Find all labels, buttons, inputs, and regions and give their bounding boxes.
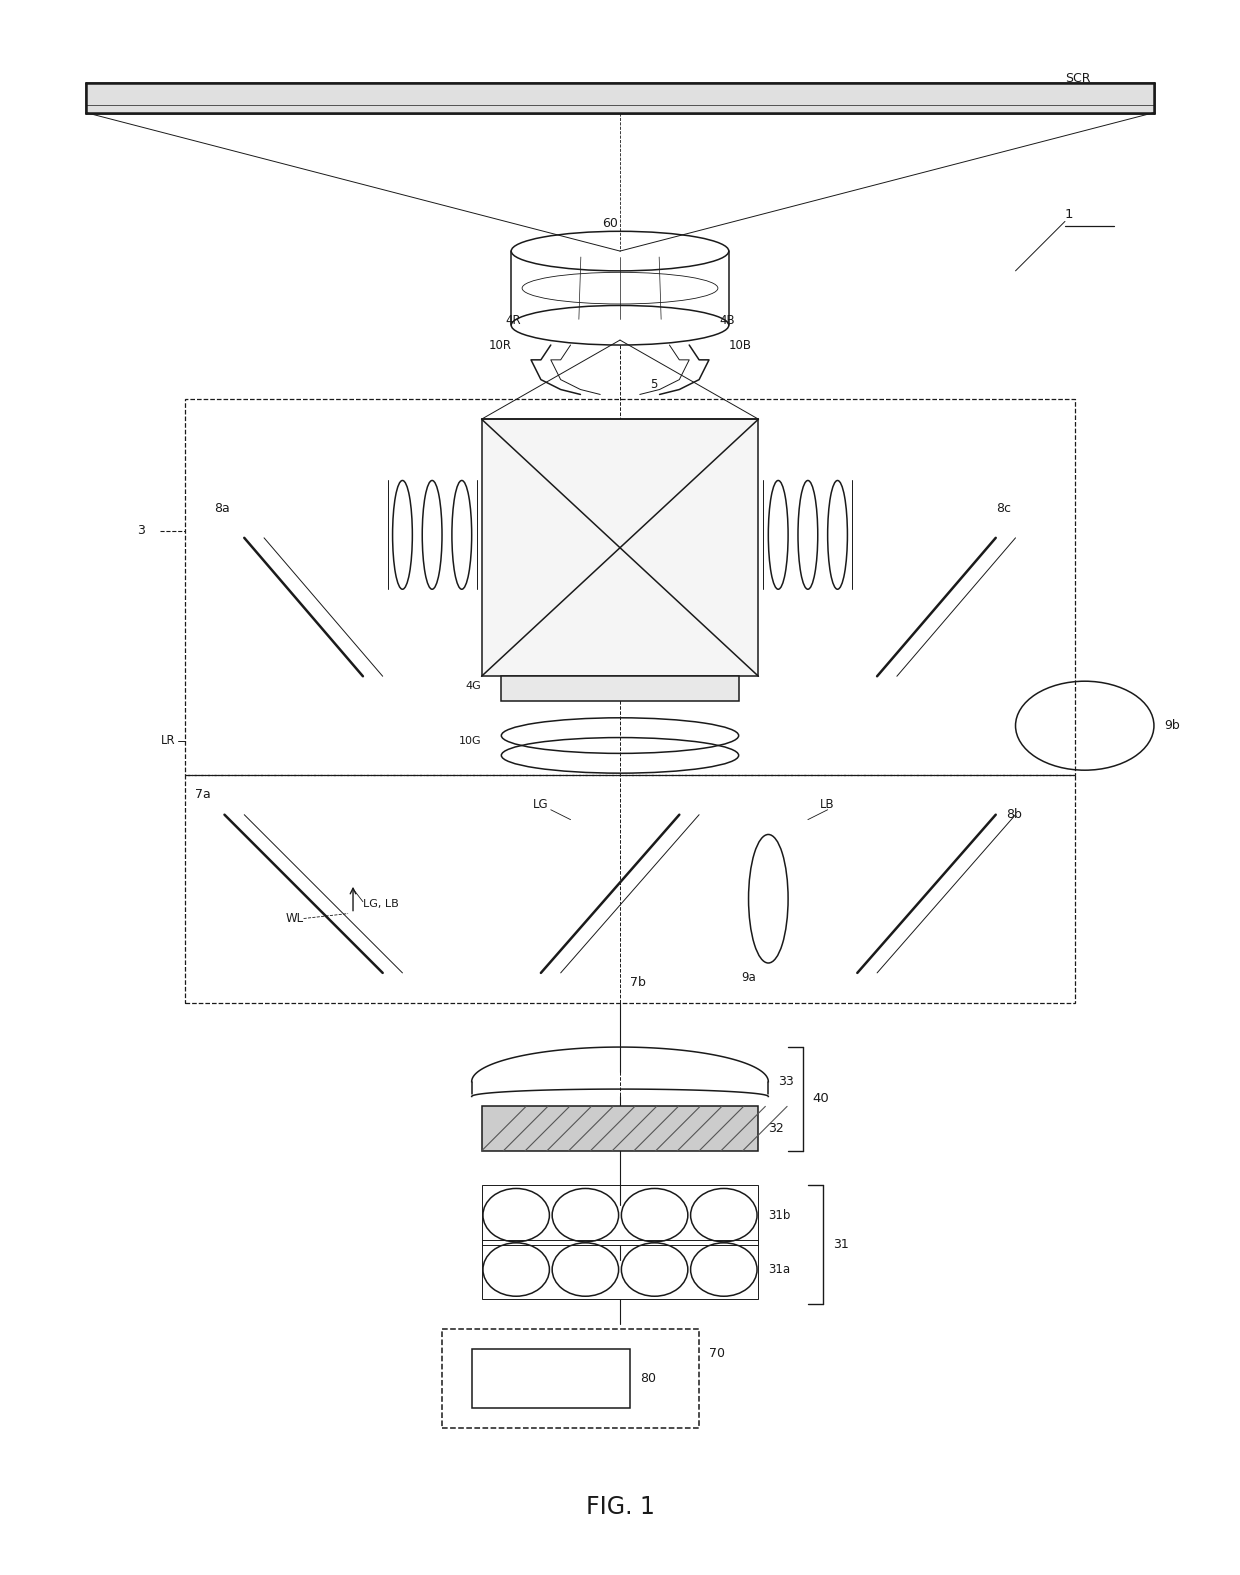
Text: 8a: 8a xyxy=(215,502,231,515)
Bar xyxy=(481,1186,759,1244)
Text: 4R: 4R xyxy=(506,313,521,326)
Text: 10G: 10G xyxy=(459,736,481,745)
Text: 10B: 10B xyxy=(729,339,751,351)
Text: LG, LB: LG, LB xyxy=(363,899,399,909)
Text: 80: 80 xyxy=(640,1372,656,1384)
Text: 31a: 31a xyxy=(769,1263,790,1276)
Text: LR: LR xyxy=(160,734,175,747)
Bar xyxy=(86,83,1154,113)
Text: 5: 5 xyxy=(650,378,657,391)
Bar xyxy=(501,676,739,701)
Text: 4B: 4B xyxy=(719,313,734,326)
Bar xyxy=(481,419,759,676)
Text: 31b: 31b xyxy=(769,1208,791,1222)
Text: 9a: 9a xyxy=(742,972,756,984)
Text: FIG. 1: FIG. 1 xyxy=(585,1495,655,1518)
Text: 1: 1 xyxy=(1065,208,1074,222)
Text: 8b: 8b xyxy=(1006,808,1022,821)
Text: 4G: 4G xyxy=(466,680,481,691)
Text: 31: 31 xyxy=(832,1238,848,1251)
Bar xyxy=(185,400,1075,775)
Text: 3: 3 xyxy=(138,524,145,537)
Text: LB: LB xyxy=(821,799,835,811)
Text: LG: LG xyxy=(533,799,549,811)
Bar xyxy=(481,1240,759,1299)
Bar xyxy=(185,775,1075,1003)
Text: 60: 60 xyxy=(603,217,618,230)
Text: 7a: 7a xyxy=(195,789,211,802)
Bar xyxy=(471,1348,630,1408)
Bar xyxy=(86,83,1154,113)
Text: 70: 70 xyxy=(709,1347,725,1361)
Bar xyxy=(481,1106,759,1151)
Text: WL: WL xyxy=(285,912,304,925)
Text: 10R: 10R xyxy=(489,339,511,351)
Text: 40: 40 xyxy=(812,1093,830,1106)
Text: SCR: SCR xyxy=(1065,71,1090,85)
Bar xyxy=(441,1329,699,1429)
Text: 9b: 9b xyxy=(1164,720,1179,732)
Text: 32: 32 xyxy=(769,1121,784,1136)
Text: 33: 33 xyxy=(779,1076,794,1088)
Text: 7b: 7b xyxy=(630,976,646,989)
Text: 8c: 8c xyxy=(996,502,1011,515)
